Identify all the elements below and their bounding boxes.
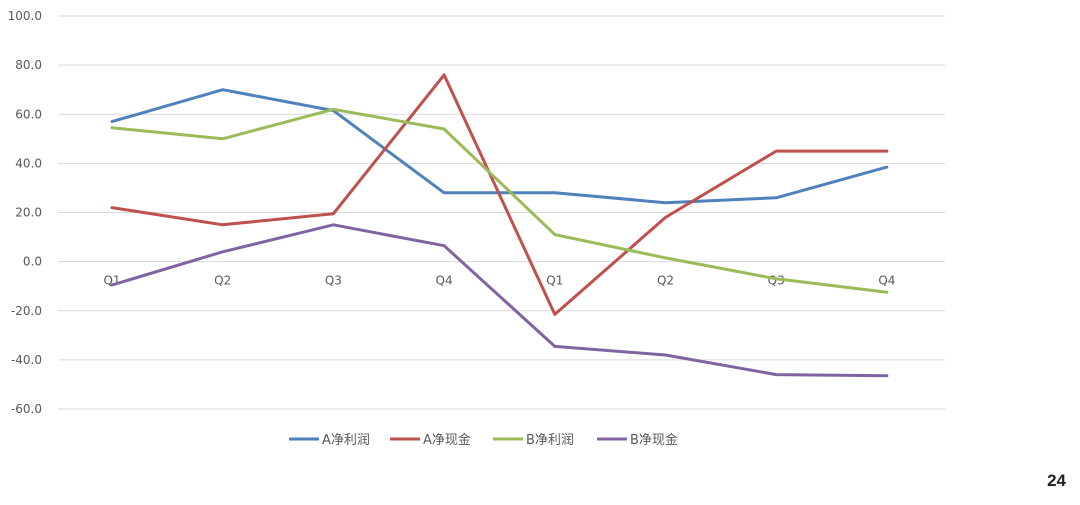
legend: A净利润 A净现金 B净利润 B净现金 bbox=[289, 432, 678, 448]
series-line bbox=[110, 88, 889, 205]
y-axis-ticks: 100.0 80.0 60.0 40.0 20.0 0.0 -20.0 -40.0 -60.0 bbox=[8, 9, 42, 416]
y-tick-label: -60.0 bbox=[11, 402, 42, 416]
gridlines bbox=[58, 15, 945, 410]
y-tick-label: 80.0 bbox=[15, 58, 42, 72]
y-tick-label: -40.0 bbox=[11, 353, 42, 367]
series-line bbox=[110, 223, 889, 378]
y-tick-label: 20.0 bbox=[15, 206, 42, 220]
y-tick-label: 60.0 bbox=[15, 107, 42, 121]
x-tick-label: Q4 bbox=[878, 274, 895, 288]
x-tick-label: Q2 bbox=[657, 274, 674, 288]
x-tick-label: Q2 bbox=[214, 274, 231, 288]
page-number: 24 bbox=[1047, 471, 1066, 490]
series-line bbox=[110, 73, 889, 316]
x-tick-label: Q1 bbox=[546, 274, 563, 288]
y-tick-label: -20.0 bbox=[11, 304, 42, 318]
legend-label: A净利润 bbox=[322, 433, 370, 448]
legend-label: A净现金 bbox=[423, 432, 471, 448]
series-line bbox=[110, 107, 889, 294]
x-axis-ticks: Q1 Q2 Q3 Q4 Q1 Q2 Q3 Q4 bbox=[103, 274, 895, 288]
legend-label: B净利润 bbox=[526, 433, 574, 448]
y-tick-label: 40.0 bbox=[15, 156, 42, 170]
series-lines bbox=[110, 73, 889, 378]
legend-label: B净现金 bbox=[630, 432, 678, 448]
y-tick-label: 100.0 bbox=[8, 9, 42, 23]
x-tick-label: Q3 bbox=[325, 274, 342, 288]
x-tick-label: Q4 bbox=[436, 274, 453, 288]
y-tick-label: 0.0 bbox=[23, 255, 42, 269]
